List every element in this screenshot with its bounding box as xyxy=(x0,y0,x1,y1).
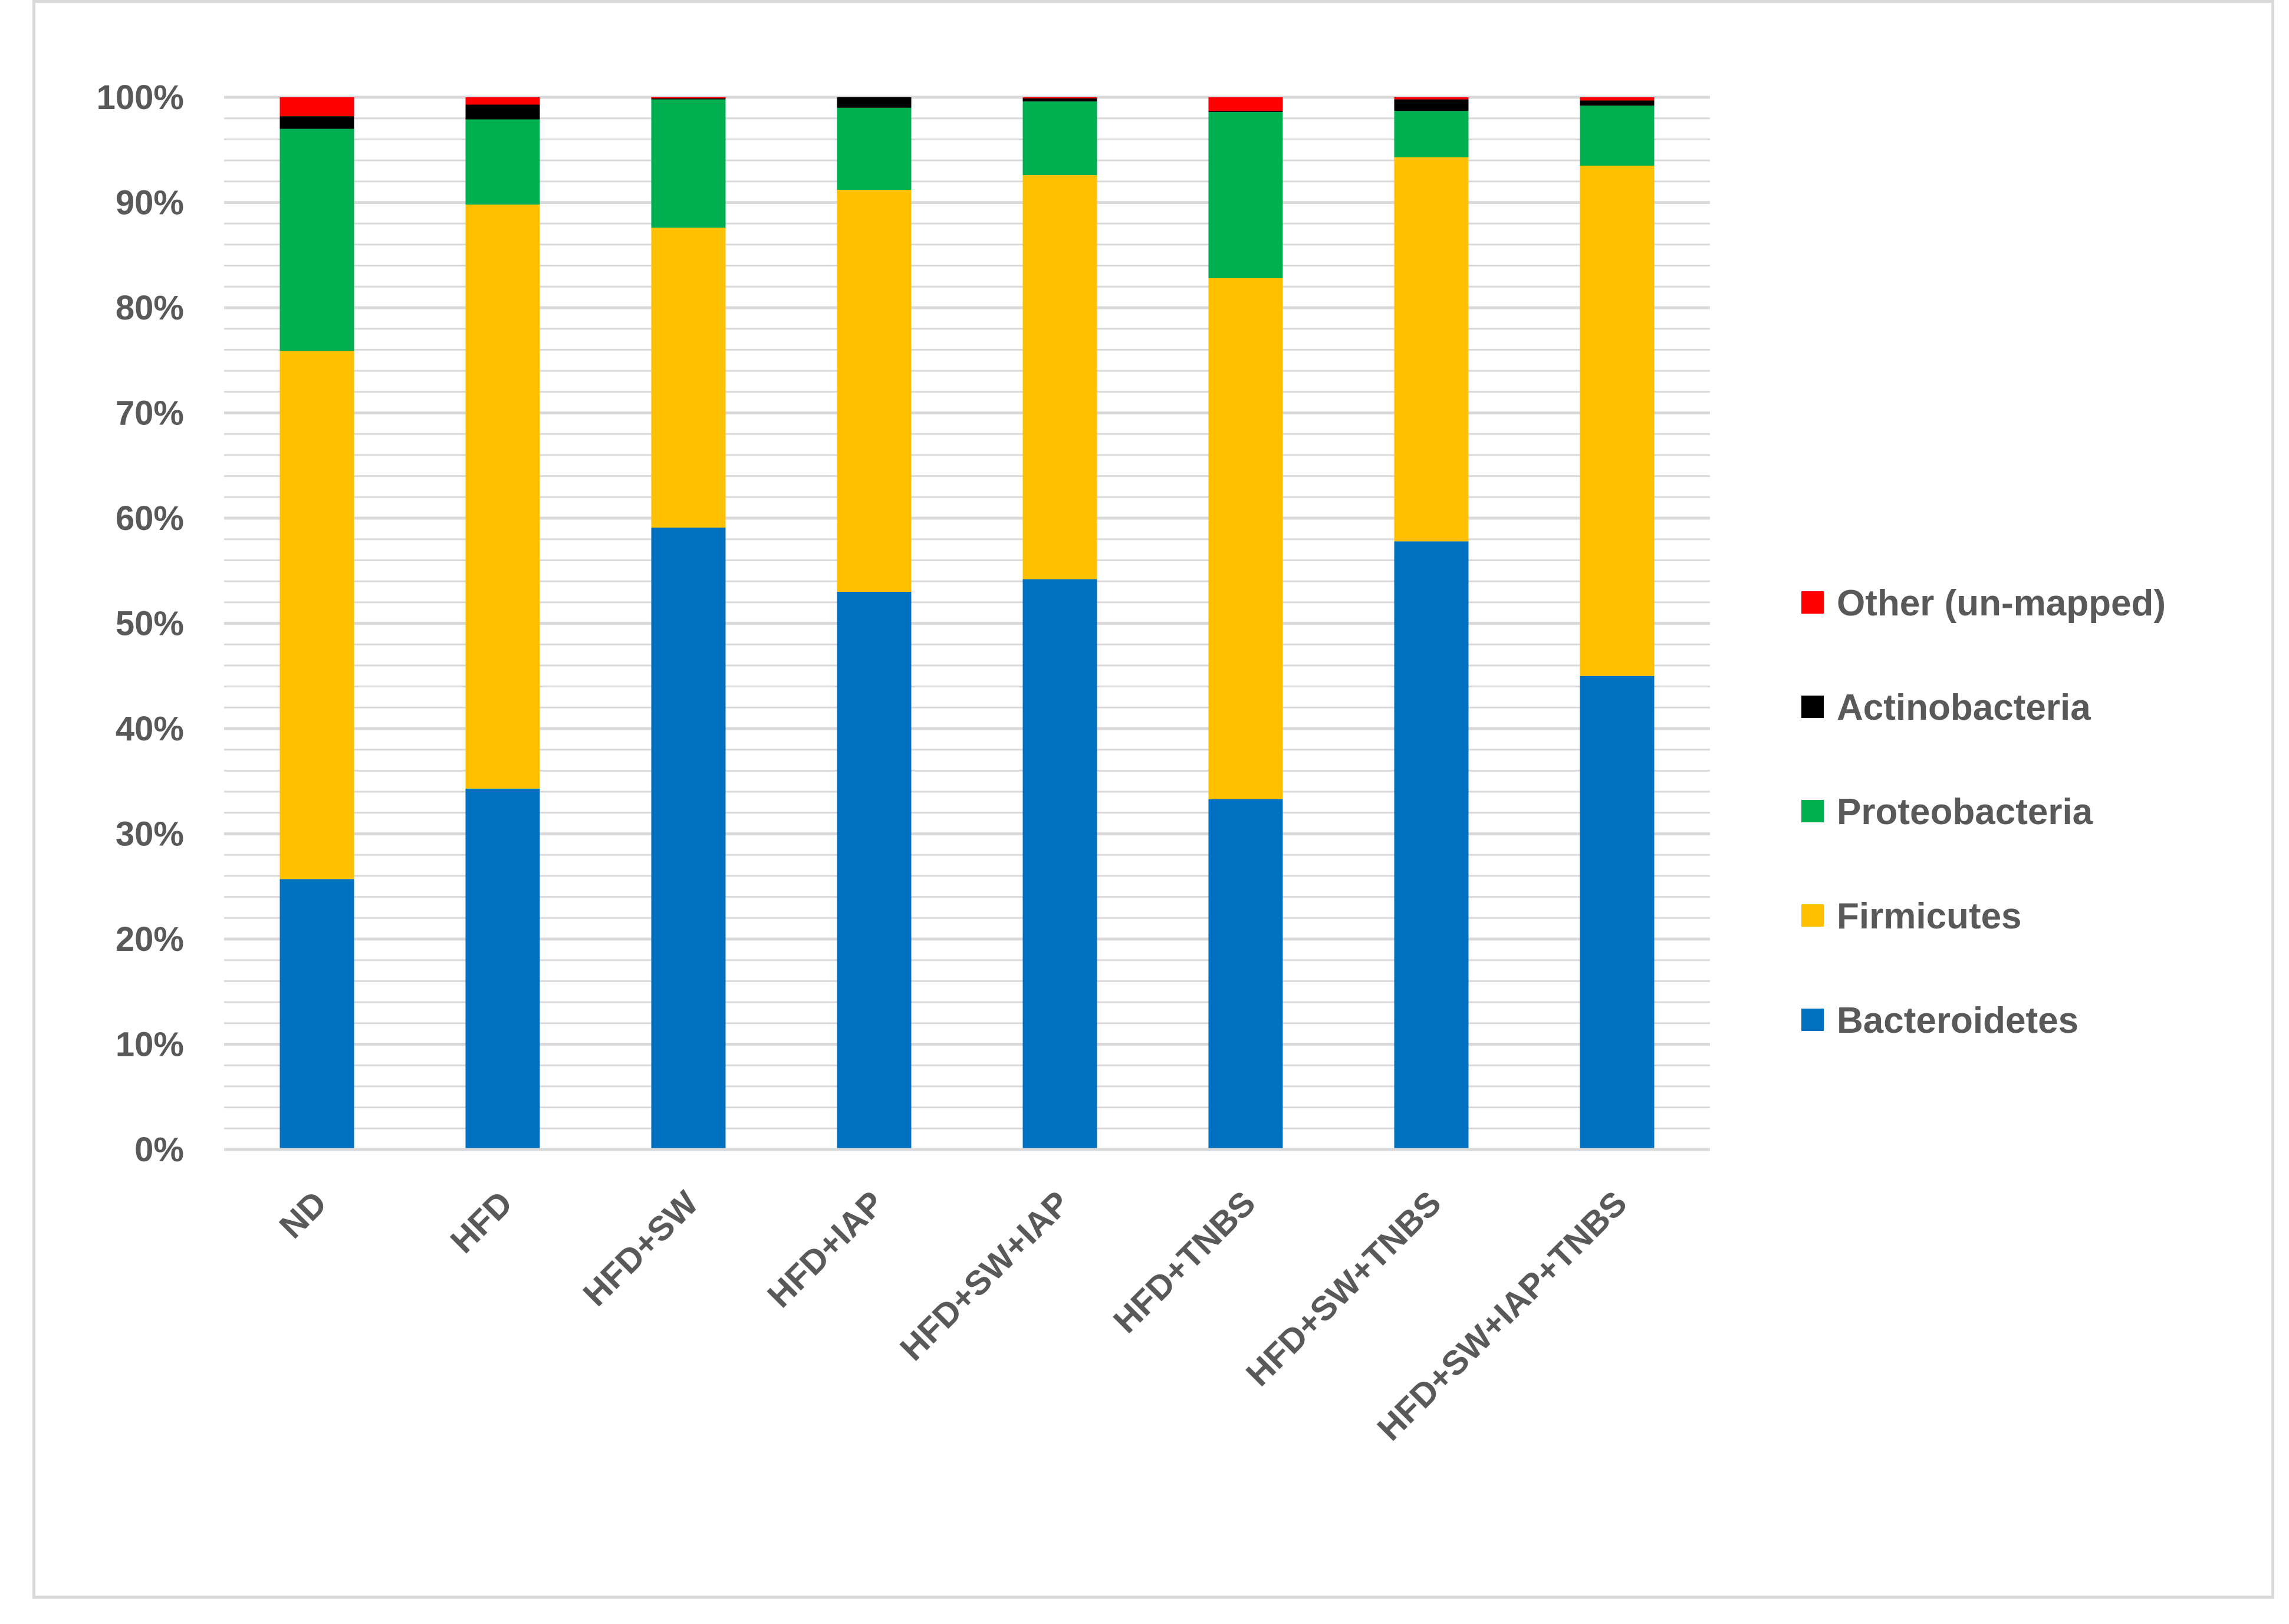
bar-segment-proteobacteria xyxy=(837,107,912,190)
legend-label-bacteroidetes: Bacteroidetes xyxy=(1837,1000,2078,1041)
bar-segment-bacteroidetes xyxy=(651,528,726,1150)
y-tick-label: 60% xyxy=(116,499,184,538)
x-category-label: HFD+IAP xyxy=(760,1184,892,1315)
y-tick-label: 0% xyxy=(134,1131,184,1169)
y-tick-label: 80% xyxy=(116,289,184,327)
bar-segment-actinobacteria xyxy=(279,116,354,129)
bar-segment-bacteroidetes xyxy=(279,879,354,1149)
x-axis-categories: ND HFD HFD+SW HFD+IAP HFD+SW+IAP HFD+TNBSHFD+… xyxy=(272,1184,1634,1448)
legend-label-actinobacteria: Actinobacteria xyxy=(1837,687,2091,728)
bar-segment-actinobacteria xyxy=(1022,98,1097,102)
bar-segment-proteobacteria xyxy=(1394,111,1469,157)
bar-segment-firmicutes xyxy=(1394,157,1469,542)
y-tick-label: 40% xyxy=(116,710,184,748)
legend-swatch-firmicutes xyxy=(1801,904,1824,927)
legend: Other (un-mapped) Actinobacteria Proteobac… xyxy=(1801,583,2166,1041)
bar-segment-actinobacteria xyxy=(465,104,540,120)
legend-label-other-un-mapped: Other (un-mapped) xyxy=(1837,583,2166,624)
y-tick-label: 100% xyxy=(97,78,184,117)
legend-swatch-other-un-mapped xyxy=(1801,591,1824,614)
bar-segment-actinobacteria xyxy=(837,97,912,108)
legend-label-proteobacteria: Proteobacteria xyxy=(1837,792,2093,832)
gridlines xyxy=(224,95,1710,1151)
x-category-label: ND xyxy=(272,1184,334,1246)
bar-segment-proteobacteria xyxy=(651,99,726,228)
bar-segment-firmicutes xyxy=(279,351,354,879)
y-tick-label: 50% xyxy=(116,605,184,643)
bar-segment-actinobacteria xyxy=(1580,100,1655,106)
bar-segment-actinobacteria xyxy=(1208,111,1283,112)
bar-segment-proteobacteria xyxy=(465,119,540,205)
bars xyxy=(279,97,1655,1150)
bar-segment-other-un-mapped xyxy=(465,97,540,105)
bar-segment-firmicutes xyxy=(651,228,726,528)
legend-swatch-bacteroidetes xyxy=(1801,1009,1824,1031)
x-category-label: HFD+SW+TNBS xyxy=(1239,1184,1449,1394)
bar-segment-other-un-mapped xyxy=(1208,97,1283,111)
bar-segment-actinobacteria xyxy=(651,98,726,100)
y-axis-ticks: 0% 10% 20% 30% 40% 50% 60% 70% 80% 90% 100% xyxy=(97,78,184,1169)
x-category-label: HFD xyxy=(443,1184,519,1260)
bar-segment-proteobacteria xyxy=(1022,101,1097,176)
x-category-label: HFD+SW+IAP xyxy=(893,1184,1077,1368)
y-tick-label: 70% xyxy=(116,394,184,433)
bar-segment-bacteroidetes xyxy=(465,788,540,1149)
bar-segment-other-un-mapped xyxy=(651,97,726,98)
legend-label-firmicutes: Firmicutes xyxy=(1837,896,2022,937)
bar-segment-other-un-mapped xyxy=(1580,97,1655,101)
y-tick-label: 10% xyxy=(116,1026,184,1064)
bar-segment-other-un-mapped xyxy=(1394,97,1469,100)
y-tick-label: 30% xyxy=(116,815,184,854)
y-tick-label: 90% xyxy=(116,184,184,222)
bar-segment-firmicutes xyxy=(1022,175,1097,579)
bar-segment-other-un-mapped xyxy=(1022,97,1097,98)
bar-segment-actinobacteria xyxy=(1394,99,1469,111)
bar-segment-proteobacteria xyxy=(1580,106,1655,166)
bar-segment-bacteroidetes xyxy=(837,591,912,1149)
legend-swatch-proteobacteria xyxy=(1801,800,1824,822)
x-category-label: HFD+TNBS xyxy=(1106,1184,1263,1340)
bar-segment-firmicutes xyxy=(465,205,540,789)
bar-segment-other-un-mapped xyxy=(279,97,354,117)
y-tick-label: 20% xyxy=(116,920,184,958)
bar-segment-proteobacteria xyxy=(279,129,354,351)
x-category-label: HFD+SW xyxy=(575,1184,705,1313)
bar-segment-bacteroidetes xyxy=(1394,541,1469,1149)
legend-swatch-actinobacteria xyxy=(1801,696,1824,718)
bar-segment-bacteroidetes xyxy=(1208,799,1283,1149)
bar-segment-firmicutes xyxy=(1580,166,1655,676)
bar-segment-firmicutes xyxy=(837,190,912,592)
bar-segment-proteobacteria xyxy=(1208,111,1283,279)
bar-segment-bacteroidetes xyxy=(1580,676,1655,1149)
bar-segment-firmicutes xyxy=(1208,278,1283,799)
bar-segment-bacteroidetes xyxy=(1022,579,1097,1149)
